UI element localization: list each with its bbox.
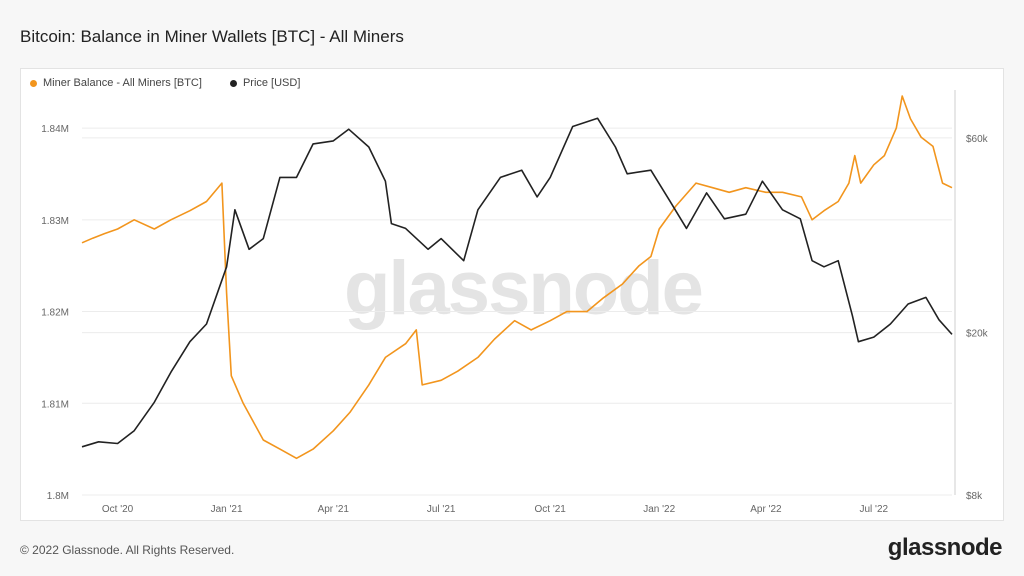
glassnode-logo[interactable]: glassnode — [887, 534, 1003, 561]
y-left-tick-label: 1.81M — [41, 399, 69, 410]
legend-item-balance[interactable]: Miner Balance - All Miners [BTC] — [30, 77, 202, 89]
series-line-balance — [81, 95, 953, 460]
copyright-text: © 2022 Glassnode. All Rights Reserved. — [20, 543, 235, 557]
legend-item-price[interactable]: Price [USD] — [229, 77, 301, 89]
series-line-price — [81, 117, 953, 448]
watermark: glassnode — [344, 246, 704, 331]
y-right-tick-label: $8k — [966, 491, 983, 502]
y-left-tick-label: 1.82M — [41, 308, 69, 319]
x-tick-label: Apr '21 — [318, 504, 350, 515]
chart-panel — [20, 68, 1004, 521]
chart-title: Bitcoin: Balance in Miner Wallets [BTC] … — [20, 27, 404, 46]
legend-label-price: Price [USD] — [242, 77, 301, 89]
x-tick-label: Oct '20 — [102, 504, 134, 515]
x-tick-label: Jul '22 — [859, 504, 888, 515]
y-left-tick-label: 1.83M — [41, 216, 69, 227]
chart-legend: Miner Balance - All Miners [BTC] Price [… — [30, 77, 300, 89]
x-tick-label: Oct '21 — [535, 504, 567, 515]
y-right-tick-label: $60k — [966, 134, 989, 145]
legend-swatch-balance — [30, 79, 37, 87]
legend-label-balance: Miner Balance - All Miners [BTC] — [43, 77, 202, 89]
x-tick-label: Jul '21 — [427, 504, 456, 515]
x-tick-label: Jan '21 — [211, 504, 243, 515]
y-left-tick-label: 1.8M — [47, 491, 69, 502]
y-left-tick-label: 1.84M — [41, 124, 69, 135]
x-tick-label: Jan '22 — [643, 504, 675, 515]
x-tick-label: Apr '22 — [750, 504, 782, 515]
y-right-tick-label: $20k — [966, 329, 989, 340]
legend-swatch-price — [229, 79, 237, 87]
